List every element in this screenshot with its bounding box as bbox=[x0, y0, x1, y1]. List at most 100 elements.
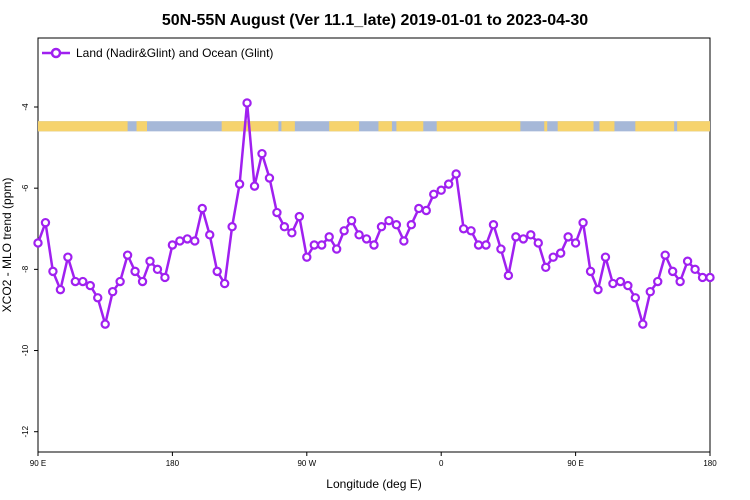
data-point bbox=[205, 230, 215, 240]
x-tick-label: 180 bbox=[166, 459, 180, 468]
data-point bbox=[436, 185, 446, 195]
x-axis-label: Longitude (deg E) bbox=[326, 477, 421, 491]
land-segment bbox=[329, 121, 360, 132]
data-point bbox=[608, 278, 618, 289]
data-point bbox=[78, 276, 88, 287]
data-point bbox=[705, 272, 715, 283]
data-point bbox=[481, 240, 491, 250]
y-tick-label: -12 bbox=[21, 425, 30, 437]
data-point bbox=[63, 252, 73, 262]
data-point bbox=[227, 222, 237, 232]
y-axis-label: XCO2 - MLO trend (ppm) bbox=[0, 178, 14, 313]
ocean-band bbox=[38, 121, 710, 132]
data-point bbox=[242, 98, 252, 108]
data-point bbox=[399, 236, 409, 246]
data-point bbox=[473, 240, 484, 250]
data-point bbox=[600, 252, 611, 262]
data-point bbox=[160, 272, 170, 283]
data-point bbox=[309, 240, 319, 250]
chart-title: 50N-55N August (Ver 11.1_late) 2019-01-0… bbox=[162, 12, 588, 29]
data-point bbox=[645, 286, 655, 297]
data-point bbox=[451, 169, 461, 179]
data-point bbox=[257, 148, 267, 159]
land-segment bbox=[38, 121, 128, 132]
y-axis: -4 -6 -8 -10 -12 bbox=[21, 103, 38, 437]
data-point bbox=[585, 266, 596, 277]
data-point bbox=[100, 319, 110, 329]
data-point bbox=[682, 256, 693, 266]
data-point bbox=[466, 226, 476, 236]
data-point bbox=[145, 256, 155, 266]
legend-marker-swatch bbox=[50, 47, 62, 59]
data-point bbox=[488, 220, 499, 230]
data-point bbox=[137, 276, 148, 287]
data-point bbox=[249, 181, 260, 191]
data-point bbox=[563, 232, 573, 242]
y-tick-label: -10 bbox=[21, 344, 30, 356]
data-point bbox=[675, 276, 685, 287]
data-point bbox=[190, 236, 200, 246]
land-segment bbox=[599, 121, 615, 132]
data-point bbox=[272, 207, 282, 218]
data-point bbox=[182, 234, 193, 244]
x-tick-label: 180 bbox=[703, 459, 717, 468]
data-point bbox=[526, 230, 536, 240]
data-point bbox=[234, 179, 245, 189]
data-point bbox=[638, 319, 648, 329]
data-point bbox=[533, 238, 543, 248]
data-point bbox=[302, 252, 312, 262]
data-point bbox=[369, 240, 379, 250]
data-point bbox=[167, 240, 178, 250]
x-tick-label: 0 bbox=[439, 459, 444, 468]
data-point bbox=[130, 266, 140, 277]
data-point bbox=[593, 284, 603, 295]
data-point bbox=[443, 179, 454, 189]
data-point bbox=[294, 211, 305, 222]
data-point bbox=[406, 220, 417, 230]
data-point bbox=[697, 272, 708, 283]
data-point bbox=[40, 217, 51, 228]
land-segment bbox=[677, 121, 710, 132]
data-point bbox=[331, 244, 342, 254]
data-point bbox=[429, 189, 439, 199]
data-point bbox=[279, 222, 290, 232]
data-point bbox=[212, 266, 222, 277]
data-point bbox=[570, 238, 581, 248]
data-point bbox=[660, 250, 670, 260]
data-point bbox=[197, 203, 207, 214]
data-point bbox=[70, 276, 81, 287]
data-point bbox=[317, 240, 327, 250]
data-point bbox=[630, 293, 641, 303]
data-point bbox=[361, 234, 372, 244]
data-point bbox=[122, 250, 133, 260]
data-point bbox=[690, 264, 700, 275]
data-point bbox=[376, 222, 387, 232]
data-point bbox=[615, 276, 626, 287]
data-point bbox=[518, 234, 529, 244]
data-point bbox=[391, 220, 402, 230]
data-point bbox=[346, 215, 357, 226]
data-point bbox=[107, 286, 118, 297]
x-axis: 90 E 180 90 W 0 90 E 180 bbox=[30, 452, 717, 468]
y-tick-label: -8 bbox=[21, 265, 30, 273]
data-point bbox=[541, 262, 551, 273]
data-point bbox=[219, 278, 230, 289]
data-point bbox=[458, 224, 469, 234]
data-point bbox=[85, 280, 95, 291]
land-segment bbox=[136, 121, 148, 132]
legend-label: Land (Nadir&Glint) and Ocean (Glint) bbox=[76, 46, 273, 60]
data-point bbox=[354, 230, 364, 240]
land-segment bbox=[378, 121, 392, 132]
land-segment bbox=[635, 121, 675, 132]
data-point bbox=[55, 284, 66, 295]
y-tick-label: -4 bbox=[21, 103, 30, 111]
x-tick-label: 90 E bbox=[30, 459, 46, 468]
x-tick-label: 90 E bbox=[567, 459, 583, 468]
data-point bbox=[324, 232, 334, 242]
land-segment bbox=[436, 121, 521, 132]
data-point bbox=[414, 203, 424, 214]
data-point bbox=[264, 173, 275, 183]
data-point bbox=[496, 244, 506, 254]
data-point bbox=[667, 266, 678, 277]
y-tick-label: -6 bbox=[21, 184, 30, 192]
